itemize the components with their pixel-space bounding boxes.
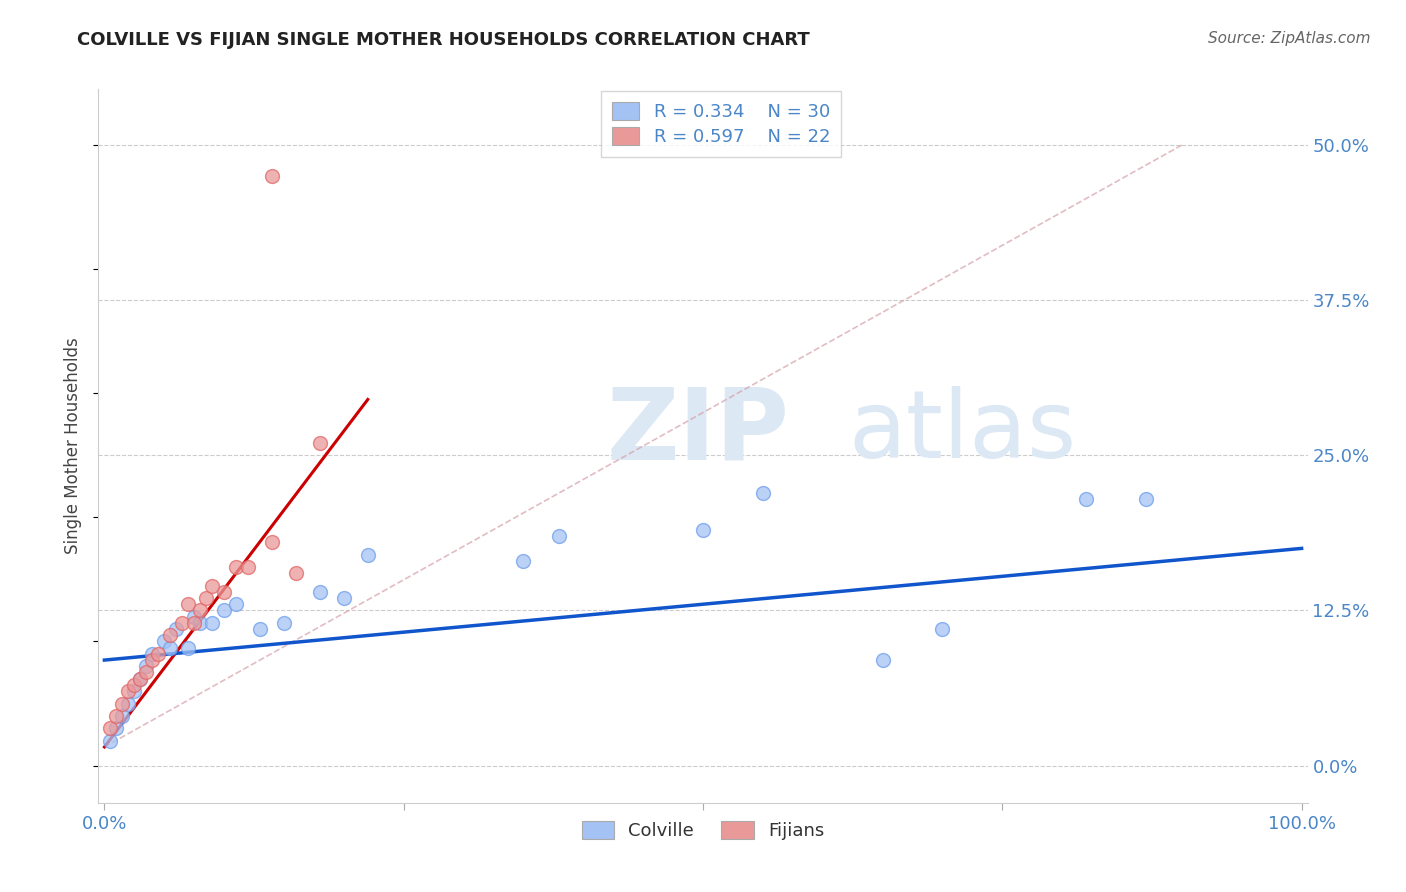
Point xyxy=(512,554,534,568)
Point xyxy=(177,597,200,611)
Point xyxy=(236,560,259,574)
Text: atlas: atlas xyxy=(848,385,1077,478)
Point xyxy=(309,584,332,599)
Point xyxy=(153,634,176,648)
Point xyxy=(195,591,218,605)
Point xyxy=(201,579,224,593)
Point xyxy=(333,591,356,605)
Point xyxy=(165,622,187,636)
Point xyxy=(188,615,211,630)
Point xyxy=(309,436,332,450)
Text: Source: ZipAtlas.com: Source: ZipAtlas.com xyxy=(1208,31,1371,46)
Point xyxy=(183,609,205,624)
Point xyxy=(141,647,163,661)
Point xyxy=(931,622,953,636)
Point xyxy=(249,622,271,636)
Point xyxy=(105,709,128,723)
Point xyxy=(124,684,146,698)
Point xyxy=(100,733,122,747)
Point xyxy=(752,485,775,500)
Point xyxy=(212,584,235,599)
Point xyxy=(1074,491,1097,506)
Point xyxy=(177,640,200,655)
Point xyxy=(141,653,163,667)
Point xyxy=(124,678,146,692)
Point xyxy=(260,535,283,549)
Text: ZIP: ZIP xyxy=(606,384,789,480)
Point xyxy=(135,659,157,673)
Point xyxy=(260,169,283,183)
Text: COLVILLE VS FIJIAN SINGLE MOTHER HOUSEHOLDS CORRELATION CHART: COLVILLE VS FIJIAN SINGLE MOTHER HOUSEHO… xyxy=(77,31,810,49)
Point xyxy=(100,722,122,736)
Point xyxy=(273,615,295,630)
Legend: Colville, Fijians: Colville, Fijians xyxy=(574,814,832,847)
Point xyxy=(159,640,181,655)
Point xyxy=(212,603,235,617)
Point xyxy=(548,529,571,543)
Point xyxy=(135,665,157,680)
Point xyxy=(188,603,211,617)
Point xyxy=(357,548,380,562)
Point xyxy=(201,615,224,630)
Y-axis label: Single Mother Households: Single Mother Households xyxy=(65,338,83,554)
Point xyxy=(117,697,139,711)
Point xyxy=(172,615,194,630)
Point xyxy=(117,684,139,698)
Point xyxy=(183,615,205,630)
Point xyxy=(872,653,894,667)
Point xyxy=(692,523,714,537)
Point xyxy=(284,566,307,581)
Point xyxy=(111,697,134,711)
Point xyxy=(129,672,152,686)
Point xyxy=(129,672,152,686)
Point xyxy=(111,709,134,723)
Point xyxy=(225,597,247,611)
Point xyxy=(225,560,247,574)
Point xyxy=(105,722,128,736)
Point xyxy=(1135,491,1157,506)
Point xyxy=(159,628,181,642)
Point xyxy=(148,647,170,661)
